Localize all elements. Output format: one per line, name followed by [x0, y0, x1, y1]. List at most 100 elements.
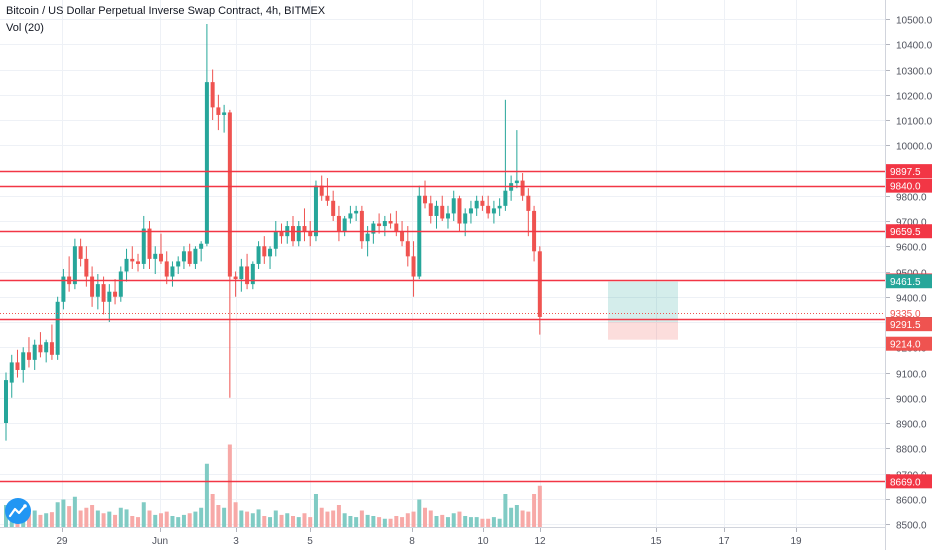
level-price-tag-bg [886, 178, 932, 193]
candle-body [124, 258, 129, 272]
time-tick-label: 12 [534, 536, 546, 547]
candle-body [325, 195, 330, 201]
price-tick-label: 8800.0 [896, 445, 927, 456]
candle-body [486, 205, 491, 214]
candle-body [302, 226, 307, 232]
volume-bar [124, 509, 129, 527]
volume-bar [457, 511, 462, 527]
volume-bar [400, 517, 405, 527]
volume-indicator-label[interactable]: Vol (20) [6, 22, 44, 34]
volume-bar [526, 511, 531, 527]
volume-bar [268, 517, 273, 527]
volume-bar [187, 513, 192, 527]
candle-body [377, 223, 382, 227]
volume-bar [113, 514, 118, 527]
price-tick-label: 9600.0 [896, 243, 927, 254]
candle-body [245, 266, 250, 285]
candle-body [38, 344, 43, 353]
volume-bar [319, 507, 324, 527]
candle-body [4, 380, 8, 423]
volume-bar [537, 485, 542, 527]
candle-body [526, 195, 531, 211]
volume-bar [32, 510, 37, 527]
volume-bar [296, 517, 301, 527]
level-price-tag: 8669.0 [890, 477, 921, 488]
candle-body [147, 228, 152, 259]
candle-body [503, 190, 508, 206]
candle-body [474, 200, 479, 209]
price-tick-label: 10100.0 [896, 117, 932, 128]
candle-body [434, 205, 439, 216]
candle-body [164, 261, 169, 277]
volume-bars [4, 444, 542, 527]
candlestick-series [4, 24, 542, 441]
candle-body [497, 205, 502, 209]
volume-bar [417, 499, 422, 527]
volume-bar [486, 518, 491, 527]
candle-body [451, 198, 456, 214]
price-tick-label: 10200.0 [896, 92, 932, 103]
candle-body [141, 228, 146, 264]
candle-body [411, 256, 416, 277]
horizontal-level-lines[interactable] [0, 170, 885, 483]
volume-bar [285, 513, 290, 527]
candle-body [15, 362, 20, 370]
volume-bar [38, 514, 43, 527]
time-tick-label: 3 [233, 536, 239, 547]
volume-bar [262, 516, 267, 527]
candle-body [153, 253, 158, 259]
long-position-tool[interactable] [608, 281, 678, 340]
candle-body [136, 261, 141, 264]
volume-bar [503, 494, 508, 527]
volume-bar [239, 510, 244, 527]
volume-bar [204, 463, 209, 527]
volume-bar [78, 510, 83, 527]
volume-bar [434, 516, 439, 527]
candle-body [187, 251, 192, 264]
tradingview-logo-icon[interactable] [5, 498, 31, 524]
candle-body [256, 246, 261, 264]
candle-body [113, 291, 118, 297]
position-target-zone [608, 281, 678, 322]
volume-bar [308, 517, 313, 527]
price-tick-label: 9100.0 [896, 370, 927, 381]
volume-bar [26, 513, 31, 527]
candle-body [210, 82, 215, 108]
candle-body [204, 82, 209, 244]
price-tag: 9291.5 [890, 320, 921, 331]
volume-bar [520, 510, 525, 527]
volume-bar [72, 496, 77, 527]
volume-bar [451, 513, 456, 527]
candle-body [176, 261, 181, 267]
candle-body [44, 342, 49, 353]
chart-title: Bitcoin / US Dollar Perpetual Inverse Sw… [6, 5, 326, 17]
volume-bar [158, 513, 163, 527]
candle-body [440, 205, 445, 219]
time-axis[interactable]: 29 Jun 3 5 8 10 12 15 17 19 [56, 528, 802, 547]
time-tick-label: 10 [477, 536, 489, 547]
price-tick-label: 8900.0 [896, 420, 927, 431]
volume-bar [474, 517, 479, 527]
candle-body [72, 246, 77, 285]
volume-bar [130, 516, 135, 527]
volume-bar [176, 517, 181, 527]
price-tick-label: 9800.0 [896, 193, 927, 204]
candle-body [78, 246, 83, 259]
candle-body [130, 258, 135, 262]
candle-body [382, 221, 387, 227]
candle-body [308, 231, 313, 237]
candle-body [394, 223, 399, 232]
time-tick-label: 29 [56, 536, 68, 547]
current-price-tag: 9461.5 [890, 277, 921, 288]
volume-bar [480, 518, 485, 527]
candle-body [331, 200, 336, 216]
volume-bar [84, 507, 89, 527]
volume-bar [95, 510, 100, 527]
volume-bar [377, 517, 382, 527]
level-price-tag: 9659.5 [890, 227, 921, 238]
candle-body [222, 112, 227, 115]
volume-bar [199, 507, 204, 527]
candle-body [423, 195, 428, 204]
